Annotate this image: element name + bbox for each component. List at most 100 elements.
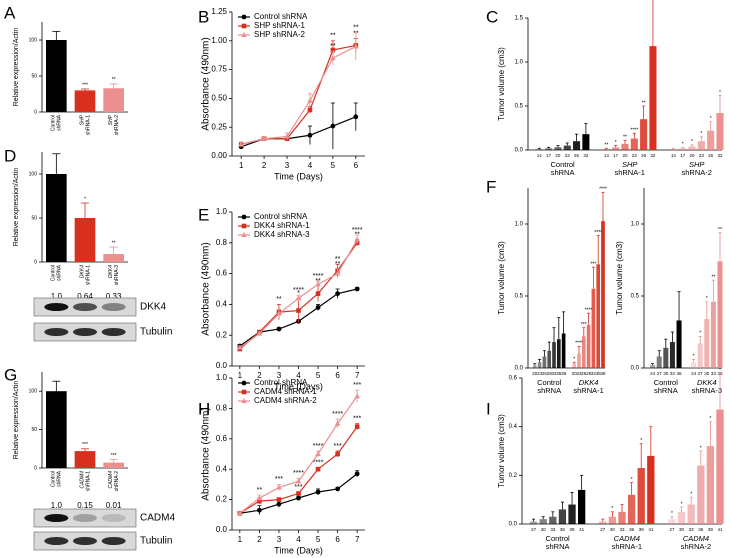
y-tick-label: 0	[34, 259, 37, 265]
bar	[74, 451, 96, 468]
x-tick-label: 4	[308, 161, 313, 170]
group-label: shRNA-1	[612, 542, 642, 551]
category-label: shRNA	[57, 470, 63, 487]
y-tick-label: 0.5	[515, 294, 524, 300]
day-label: 23	[576, 371, 582, 376]
marker	[241, 14, 247, 20]
x-tick-label: 7	[355, 535, 360, 544]
bar	[581, 336, 586, 368]
marker	[315, 451, 321, 456]
group-label: shRNA-2	[681, 168, 711, 177]
day-label: 41	[717, 527, 723, 532]
legend-label: Control shRNA	[254, 378, 308, 387]
day-label: 33	[550, 527, 556, 532]
panel-label: G	[4, 365, 17, 384]
marker	[354, 286, 360, 292]
category-label: Control	[51, 265, 57, 281]
blot-band	[44, 514, 69, 522]
marker	[296, 495, 301, 501]
marker	[335, 451, 340, 457]
day-label: 30	[704, 371, 710, 376]
day-label: 23	[632, 153, 638, 158]
y-tick-label: 0.50	[211, 94, 227, 103]
x-tick-label: 6	[335, 371, 340, 380]
blot-background	[33, 508, 137, 528]
marker	[256, 495, 263, 501]
bar	[558, 509, 567, 524]
day-label: 38	[561, 371, 567, 376]
category-label: CADM4	[79, 471, 85, 489]
y-axis-label: Absorbance (490nm)	[201, 242, 212, 335]
group-label: DKK4	[579, 378, 599, 387]
category-label: shRNA	[57, 114, 63, 131]
bar	[561, 333, 566, 368]
significance: ****	[599, 187, 607, 193]
bar	[103, 88, 124, 112]
y-tick-label: 0.2	[216, 330, 228, 339]
significance: ****	[313, 273, 324, 280]
group-label: CADM4	[614, 534, 640, 543]
y-tick-label: 0.0	[515, 148, 524, 154]
marker	[330, 47, 336, 53]
marker	[276, 484, 282, 490]
x-tick-label: 4	[296, 371, 301, 380]
day-label: 26	[641, 153, 647, 158]
panel-label: A	[4, 3, 16, 22]
day-label: 36	[629, 527, 635, 532]
y-tick-label: 0.2	[216, 495, 228, 504]
quantification: 1.0	[51, 501, 63, 510]
significance: ****	[313, 460, 324, 467]
loading-band	[72, 537, 98, 545]
loading-band	[101, 537, 126, 545]
significance: *	[700, 445, 702, 451]
bar	[697, 465, 705, 524]
category-label: shRNA	[57, 264, 63, 281]
y-tick-label: 1.0	[631, 222, 640, 228]
significance: **	[623, 135, 627, 141]
bar	[650, 365, 656, 368]
marker	[241, 398, 247, 403]
x-tick-label: 3	[277, 535, 282, 544]
marker	[354, 236, 360, 242]
significance: **	[353, 25, 359, 32]
significance: **	[276, 296, 282, 303]
panel-label: F	[486, 177, 496, 196]
significance: ***	[294, 484, 302, 491]
significance: **	[711, 274, 715, 280]
panel-label: B	[198, 7, 209, 26]
day-label: 20	[555, 153, 561, 158]
bar	[707, 130, 715, 150]
bar	[529, 521, 538, 524]
marker	[307, 107, 313, 113]
bar	[556, 339, 561, 368]
day-label: 35	[596, 371, 602, 376]
bar	[668, 519, 676, 524]
significance: ***	[334, 443, 342, 450]
group-label: shRNA	[654, 386, 678, 395]
y-tick-label: 0.00	[211, 151, 227, 160]
marker	[353, 114, 359, 120]
y-tick-label: 1.0	[216, 207, 228, 216]
significance: *	[690, 492, 692, 498]
y-axis-label: Relative expression/Actin	[13, 381, 20, 460]
panel-label: E	[198, 205, 209, 224]
day-label: 36	[677, 371, 683, 376]
marker	[241, 232, 247, 237]
day-label: 33	[619, 527, 625, 532]
day-label: 26	[581, 371, 587, 376]
marker	[241, 223, 247, 229]
day-label: 35	[556, 371, 562, 376]
x-axis-label: Time (Days)	[274, 545, 323, 555]
day-label: 20	[690, 153, 696, 158]
day-label: 17	[613, 153, 619, 158]
x-tick-label: 5	[316, 371, 321, 380]
loading-band	[101, 328, 126, 336]
day-label: 20	[532, 371, 538, 376]
bar	[74, 218, 96, 262]
y-tick-label: 0.8	[216, 404, 228, 413]
y-tick-label: 0	[34, 465, 37, 471]
significance: **	[718, 227, 722, 233]
bar	[596, 264, 601, 368]
marker	[334, 420, 341, 426]
panel-label: C	[486, 7, 498, 26]
